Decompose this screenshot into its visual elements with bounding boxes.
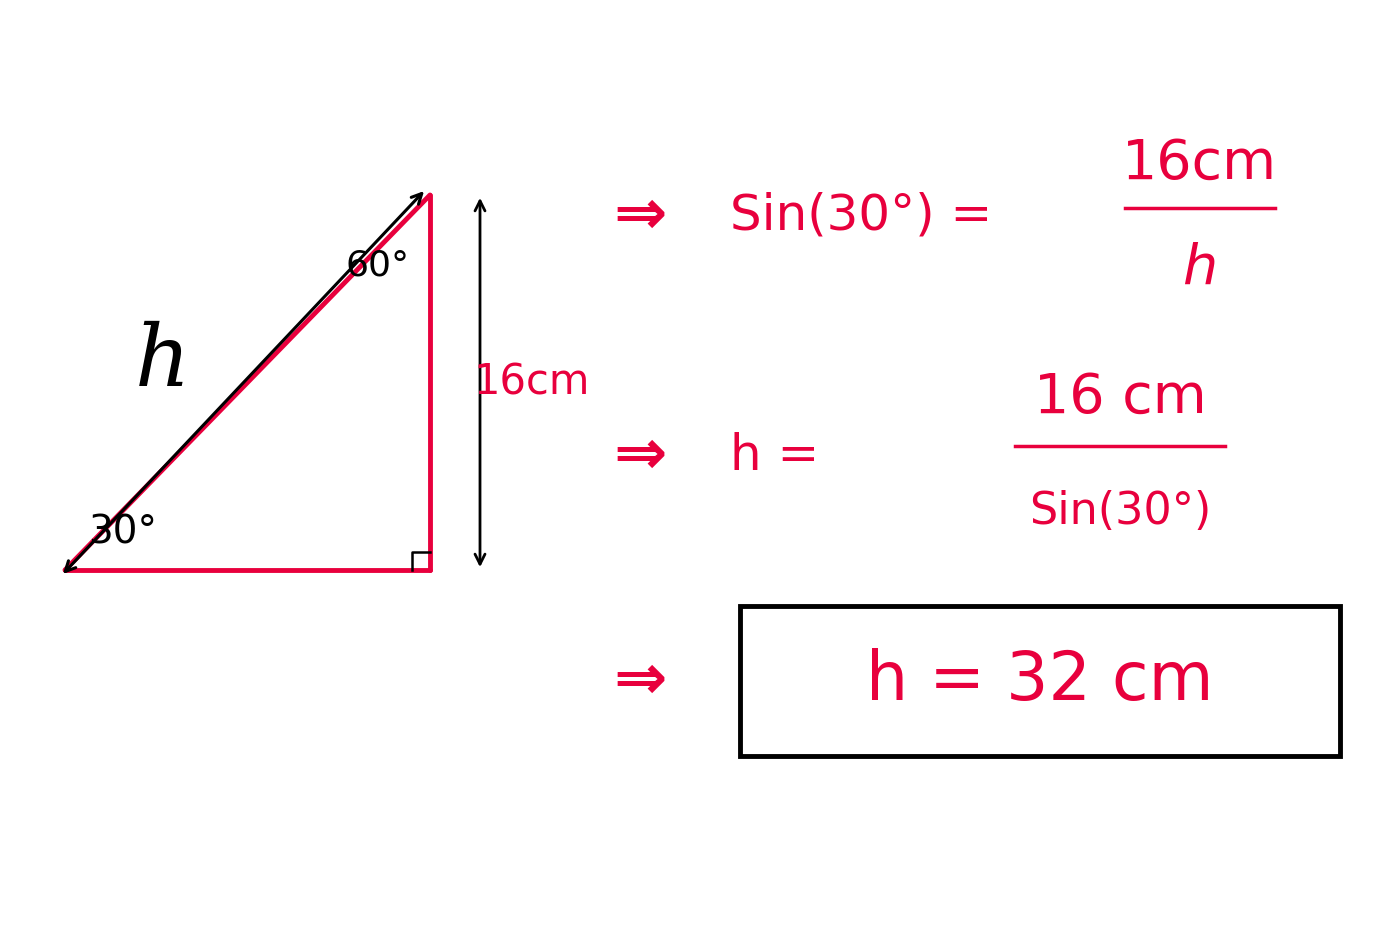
Text: Sin(30°): Sin(30°) [1029, 489, 1211, 533]
Text: h = 32 cm: h = 32 cm [867, 648, 1214, 714]
Text: 16cm: 16cm [473, 361, 591, 404]
Text: h: h [1183, 241, 1218, 294]
Text: ⇒: ⇒ [613, 650, 666, 712]
Bar [741, 606, 1340, 756]
Text: 30°: 30° [88, 513, 157, 551]
Text: 16cm: 16cm [1123, 137, 1278, 191]
Text: h =: h = [729, 432, 819, 480]
Text: h: h [134, 321, 190, 404]
Text: 60°: 60° [346, 248, 410, 282]
Text: ⇒: ⇒ [613, 425, 666, 487]
Text: 16 cm: 16 cm [1033, 371, 1207, 425]
Text: ⇒: ⇒ [613, 185, 666, 247]
Text: Sin(30°) =: Sin(30°) = [729, 192, 993, 240]
